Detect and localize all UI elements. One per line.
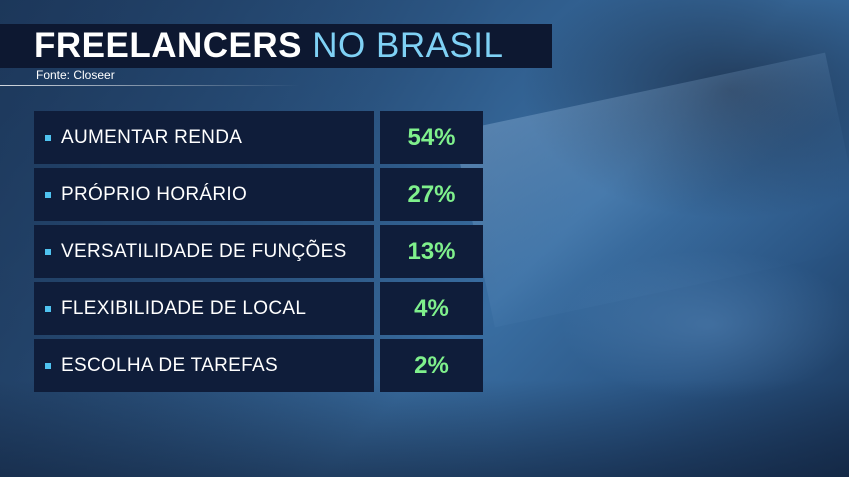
row-label: PRÓPRIO HORÁRIO [61, 183, 248, 205]
row-label: ESCOLHA DE TAREFAS [61, 354, 278, 376]
row-label-cell: VERSATILIDADE DE FUNÇÕES [34, 225, 374, 278]
table-row: ESCOLHA DE TAREFAS 2% [34, 339, 483, 392]
table-row: VERSATILIDADE DE FUNÇÕES 13% [34, 225, 483, 278]
source-label: Fonte: Closeer [36, 68, 115, 82]
title-main: FREELANCERS [34, 26, 303, 65]
row-value-cell: 13% [380, 225, 483, 278]
row-label-cell: ESCOLHA DE TAREFAS [34, 339, 374, 392]
row-label: AUMENTAR RENDA [61, 126, 243, 148]
row-label-cell: FLEXIBILIDADE DE LOCAL [34, 282, 374, 335]
row-value-cell: 4% [380, 282, 483, 335]
chart-title: FREELANCERS NO BRASIL [34, 24, 504, 68]
square-bullet-icon [45, 191, 51, 198]
row-value-cell: 54% [380, 111, 483, 164]
row-value: 54% [407, 123, 456, 151]
row-label: FLEXIBILIDADE DE LOCAL [61, 297, 307, 319]
table-row: AUMENTAR RENDA 54% [34, 111, 483, 164]
table-row: FLEXIBILIDADE DE LOCAL 4% [34, 282, 483, 335]
row-value: 13% [407, 237, 456, 265]
row-value-cell: 2% [380, 339, 483, 392]
row-label: VERSATILIDADE DE FUNÇÕES [61, 240, 347, 262]
table-row: PRÓPRIO HORÁRIO 27% [34, 168, 483, 221]
row-value-cell: 27% [380, 168, 483, 221]
source-divider [0, 85, 300, 86]
title-accent: NO BRASIL [312, 26, 504, 65]
title-bar: FREELANCERS NO BRASIL [0, 24, 552, 68]
square-bullet-icon [45, 248, 51, 255]
row-value: 27% [407, 180, 456, 208]
square-bullet-icon [45, 305, 51, 312]
row-value: 4% [414, 294, 449, 322]
square-bullet-icon [45, 134, 51, 141]
row-value: 2% [414, 351, 449, 379]
row-label-cell: AUMENTAR RENDA [34, 111, 374, 164]
square-bullet-icon [45, 362, 51, 369]
row-label-cell: PRÓPRIO HORÁRIO [34, 168, 374, 221]
